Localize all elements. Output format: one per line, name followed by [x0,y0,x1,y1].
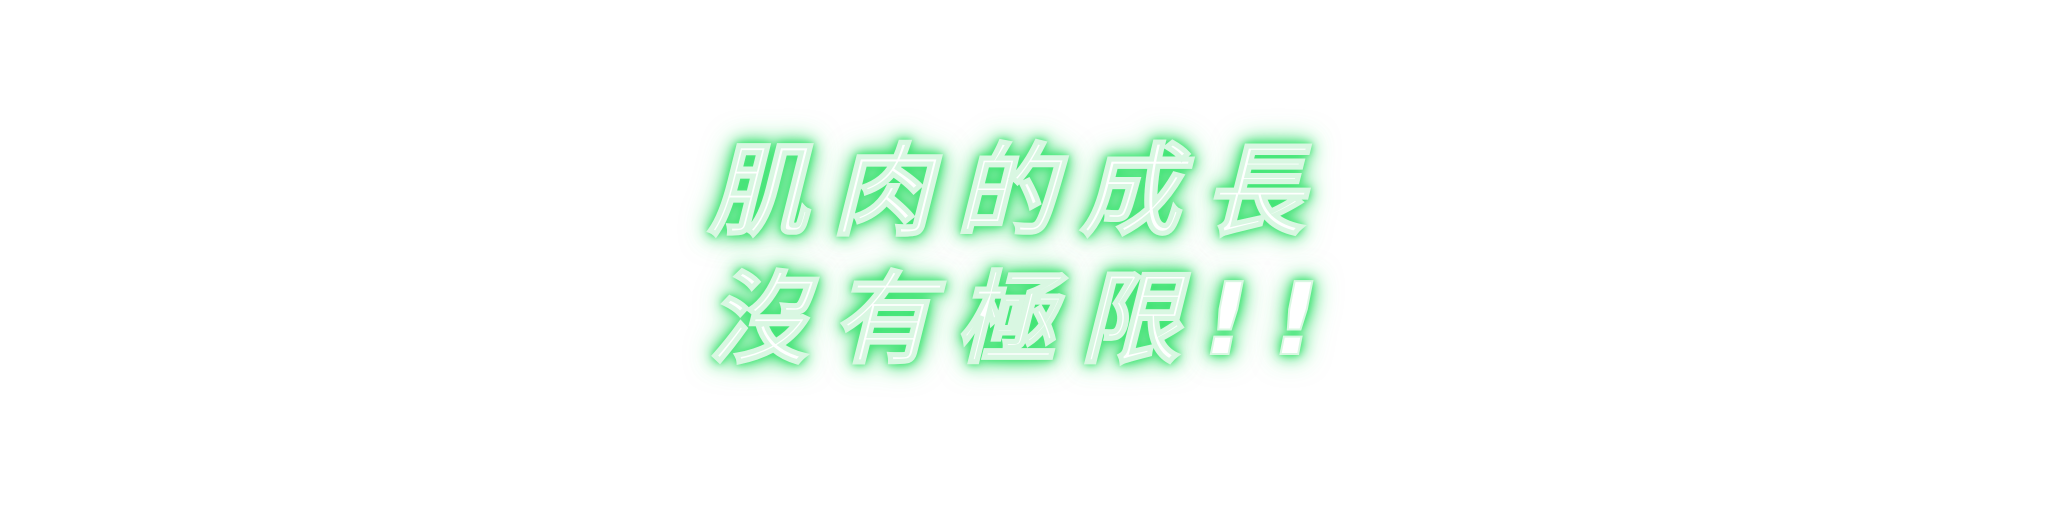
headline: 肌肉的成長 沒有極限!! [707,128,1368,384]
headline-line-2: 沒有極限!! [707,260,1344,379]
headline-line-1: 肌肉的成長 [707,132,1328,251]
